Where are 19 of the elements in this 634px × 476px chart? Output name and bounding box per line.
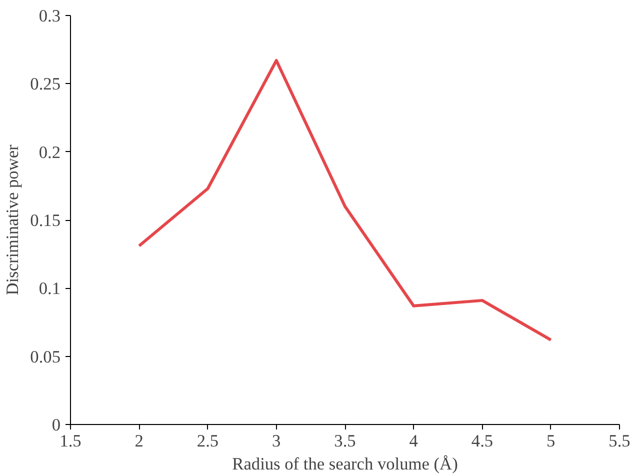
x-tick-label: 2 xyxy=(134,432,144,450)
y-tick-label: 0 xyxy=(52,416,61,434)
x-tick-label: 4.5 xyxy=(471,432,494,450)
x-tick-label: 1.5 xyxy=(60,432,82,450)
y-tick-label: 0.1 xyxy=(38,279,61,298)
line-series xyxy=(138,58,552,342)
x-tick-label: 5.5 xyxy=(608,432,630,450)
x-tick-label: 3 xyxy=(272,432,281,450)
x-axis-title: Radius of the search volume (Å) xyxy=(232,454,458,474)
y-tick-label: 0.25 xyxy=(30,74,61,94)
y-tick-label: 0.15 xyxy=(30,211,61,230)
x-tick-label: 4 xyxy=(409,432,418,450)
y-tick-label: 0.05 xyxy=(30,347,61,366)
x-tick-label: 2.5 xyxy=(196,432,219,450)
y-axis-title: Discriminative power xyxy=(3,144,22,296)
y-tick-label: 0.2 xyxy=(38,142,61,162)
x-tick-label: 5 xyxy=(546,432,556,450)
y-tick-label: 0.3 xyxy=(38,6,61,26)
x-tick-label: 3.5 xyxy=(334,432,356,450)
